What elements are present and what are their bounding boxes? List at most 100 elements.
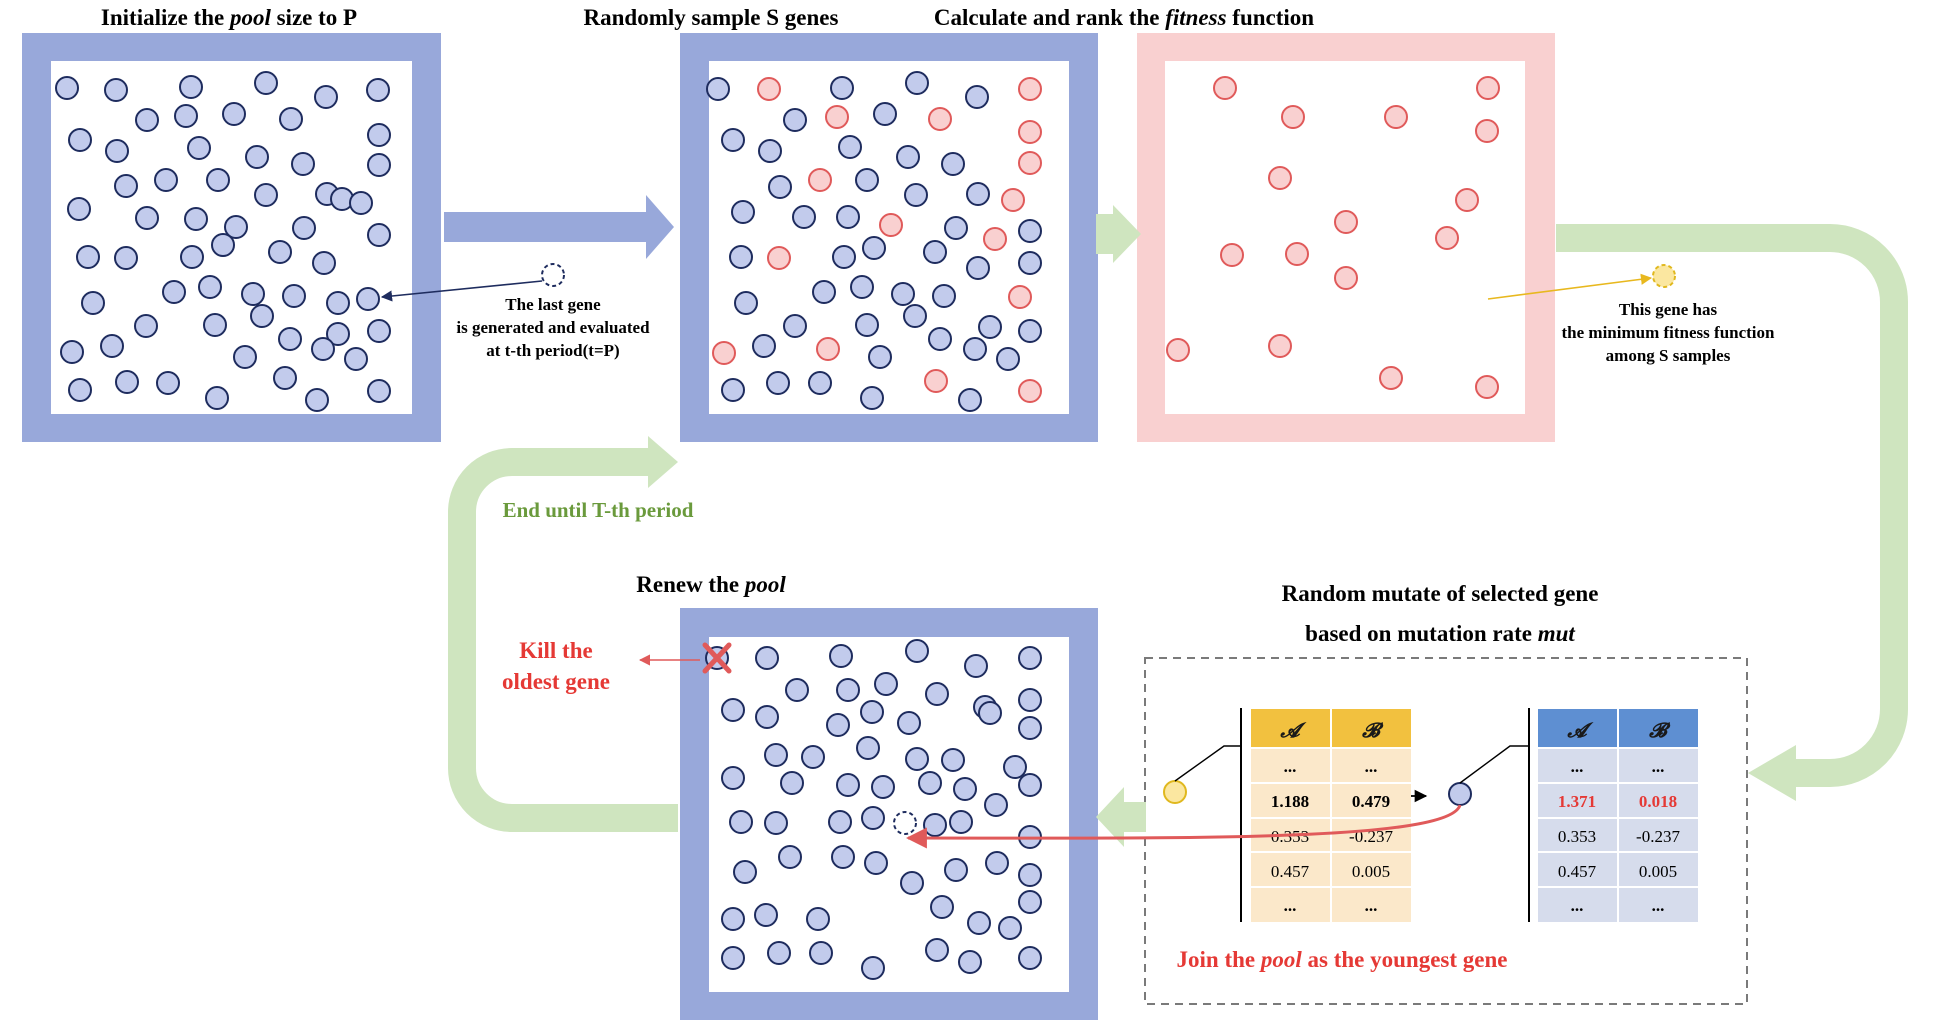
gene — [156, 371, 180, 395]
gene — [944, 858, 968, 882]
gene — [862, 236, 886, 260]
gene — [836, 205, 860, 229]
gene — [768, 175, 792, 199]
gene — [831, 845, 855, 869]
gene — [930, 895, 954, 919]
gene — [941, 152, 965, 176]
gene — [198, 275, 222, 299]
gene — [67, 197, 91, 221]
title-renew: Renew the pool — [636, 572, 786, 597]
gene — [314, 85, 338, 109]
table-after-cell: ... — [1652, 757, 1665, 776]
connector-before — [1174, 745, 1241, 782]
gene — [367, 319, 391, 343]
gene — [755, 705, 779, 729]
gene — [135, 108, 159, 132]
gene — [1018, 688, 1042, 712]
sampled-gene — [1166, 338, 1190, 362]
gene — [808, 371, 832, 395]
gene — [233, 345, 257, 369]
arrow-head-loop-back — [648, 436, 678, 488]
gene — [104, 78, 128, 102]
gene — [721, 907, 745, 931]
sampled-gene — [1475, 375, 1499, 399]
gene — [836, 773, 860, 797]
sampled-gene — [816, 337, 840, 361]
gene — [222, 102, 246, 126]
gene — [162, 280, 186, 304]
gene — [809, 941, 833, 965]
gene — [1018, 716, 1042, 740]
gene — [206, 168, 230, 192]
gene-table-before: 𝓐 𝓑 ... ... 1.188 0.479 0.353 -0.237 0.4… — [1251, 709, 1411, 922]
gene — [855, 313, 879, 337]
gene — [1018, 863, 1042, 887]
sampled-gene — [1008, 285, 1032, 309]
gene — [68, 128, 92, 152]
gene — [966, 182, 990, 206]
sampled-gene — [767, 246, 791, 270]
gene — [996, 347, 1020, 371]
gene — [764, 811, 788, 835]
table-after-header-b: 𝓑 — [1648, 718, 1671, 742]
note-best-gene-2: the minimum fitness function — [1562, 323, 1776, 342]
gene — [860, 386, 884, 410]
table-after-cell: 0.005 — [1639, 862, 1677, 881]
gene — [958, 388, 982, 412]
gene — [81, 291, 105, 315]
sampled-gene — [1018, 77, 1042, 101]
sampled-gene — [1281, 105, 1305, 129]
gene — [180, 245, 204, 269]
note-last-gene-2: is generated and evaluated — [456, 318, 650, 337]
table-after-cell: 0.353 — [1558, 827, 1596, 846]
gene — [873, 102, 897, 126]
gene — [758, 139, 782, 163]
gene — [836, 678, 860, 702]
note-best-gene-3: among S samples — [1606, 346, 1731, 365]
gene — [826, 713, 850, 737]
table-before-cell: ... — [1284, 757, 1297, 776]
table-before-cell: 1.188 — [1271, 792, 1309, 811]
gene — [861, 806, 885, 830]
gene — [729, 810, 753, 834]
gene — [721, 378, 745, 402]
gene — [856, 736, 880, 760]
sampled-gene — [924, 369, 948, 393]
gene — [764, 743, 788, 767]
gene — [850, 275, 874, 299]
table-after-cell: ... — [1652, 896, 1665, 915]
gene — [254, 183, 278, 207]
gene — [801, 745, 825, 769]
gene — [932, 284, 956, 308]
gene — [1018, 219, 1042, 243]
sampled-gene — [1455, 188, 1479, 212]
gene — [785, 678, 809, 702]
genes-renewed-pool — [705, 639, 1042, 980]
gene — [792, 205, 816, 229]
gene — [984, 793, 1008, 817]
kill-label-2: oldest gene — [502, 669, 610, 694]
table-before-cell: 0.005 — [1352, 862, 1390, 881]
gene — [721, 766, 745, 790]
gene — [860, 700, 884, 724]
arrow-join-pool — [905, 804, 1462, 849]
gene — [812, 280, 836, 304]
table-after-cell: 0.457 — [1558, 862, 1597, 881]
genes-sampled-pool — [706, 71, 1042, 412]
gene — [734, 291, 758, 315]
pointer-best-gene — [1487, 273, 1653, 300]
gene — [978, 701, 1002, 725]
gene — [187, 136, 211, 160]
gene — [1018, 946, 1042, 970]
gene — [291, 152, 315, 176]
gene — [114, 246, 138, 270]
gene — [905, 71, 929, 95]
selected-gene — [1163, 780, 1187, 804]
gene — [752, 334, 776, 358]
table-after-cell-mutated: 0.018 — [1639, 792, 1677, 811]
gene — [105, 139, 129, 163]
gene — [905, 747, 929, 771]
gene — [903, 304, 927, 328]
table-before-cell: ... — [1365, 757, 1378, 776]
